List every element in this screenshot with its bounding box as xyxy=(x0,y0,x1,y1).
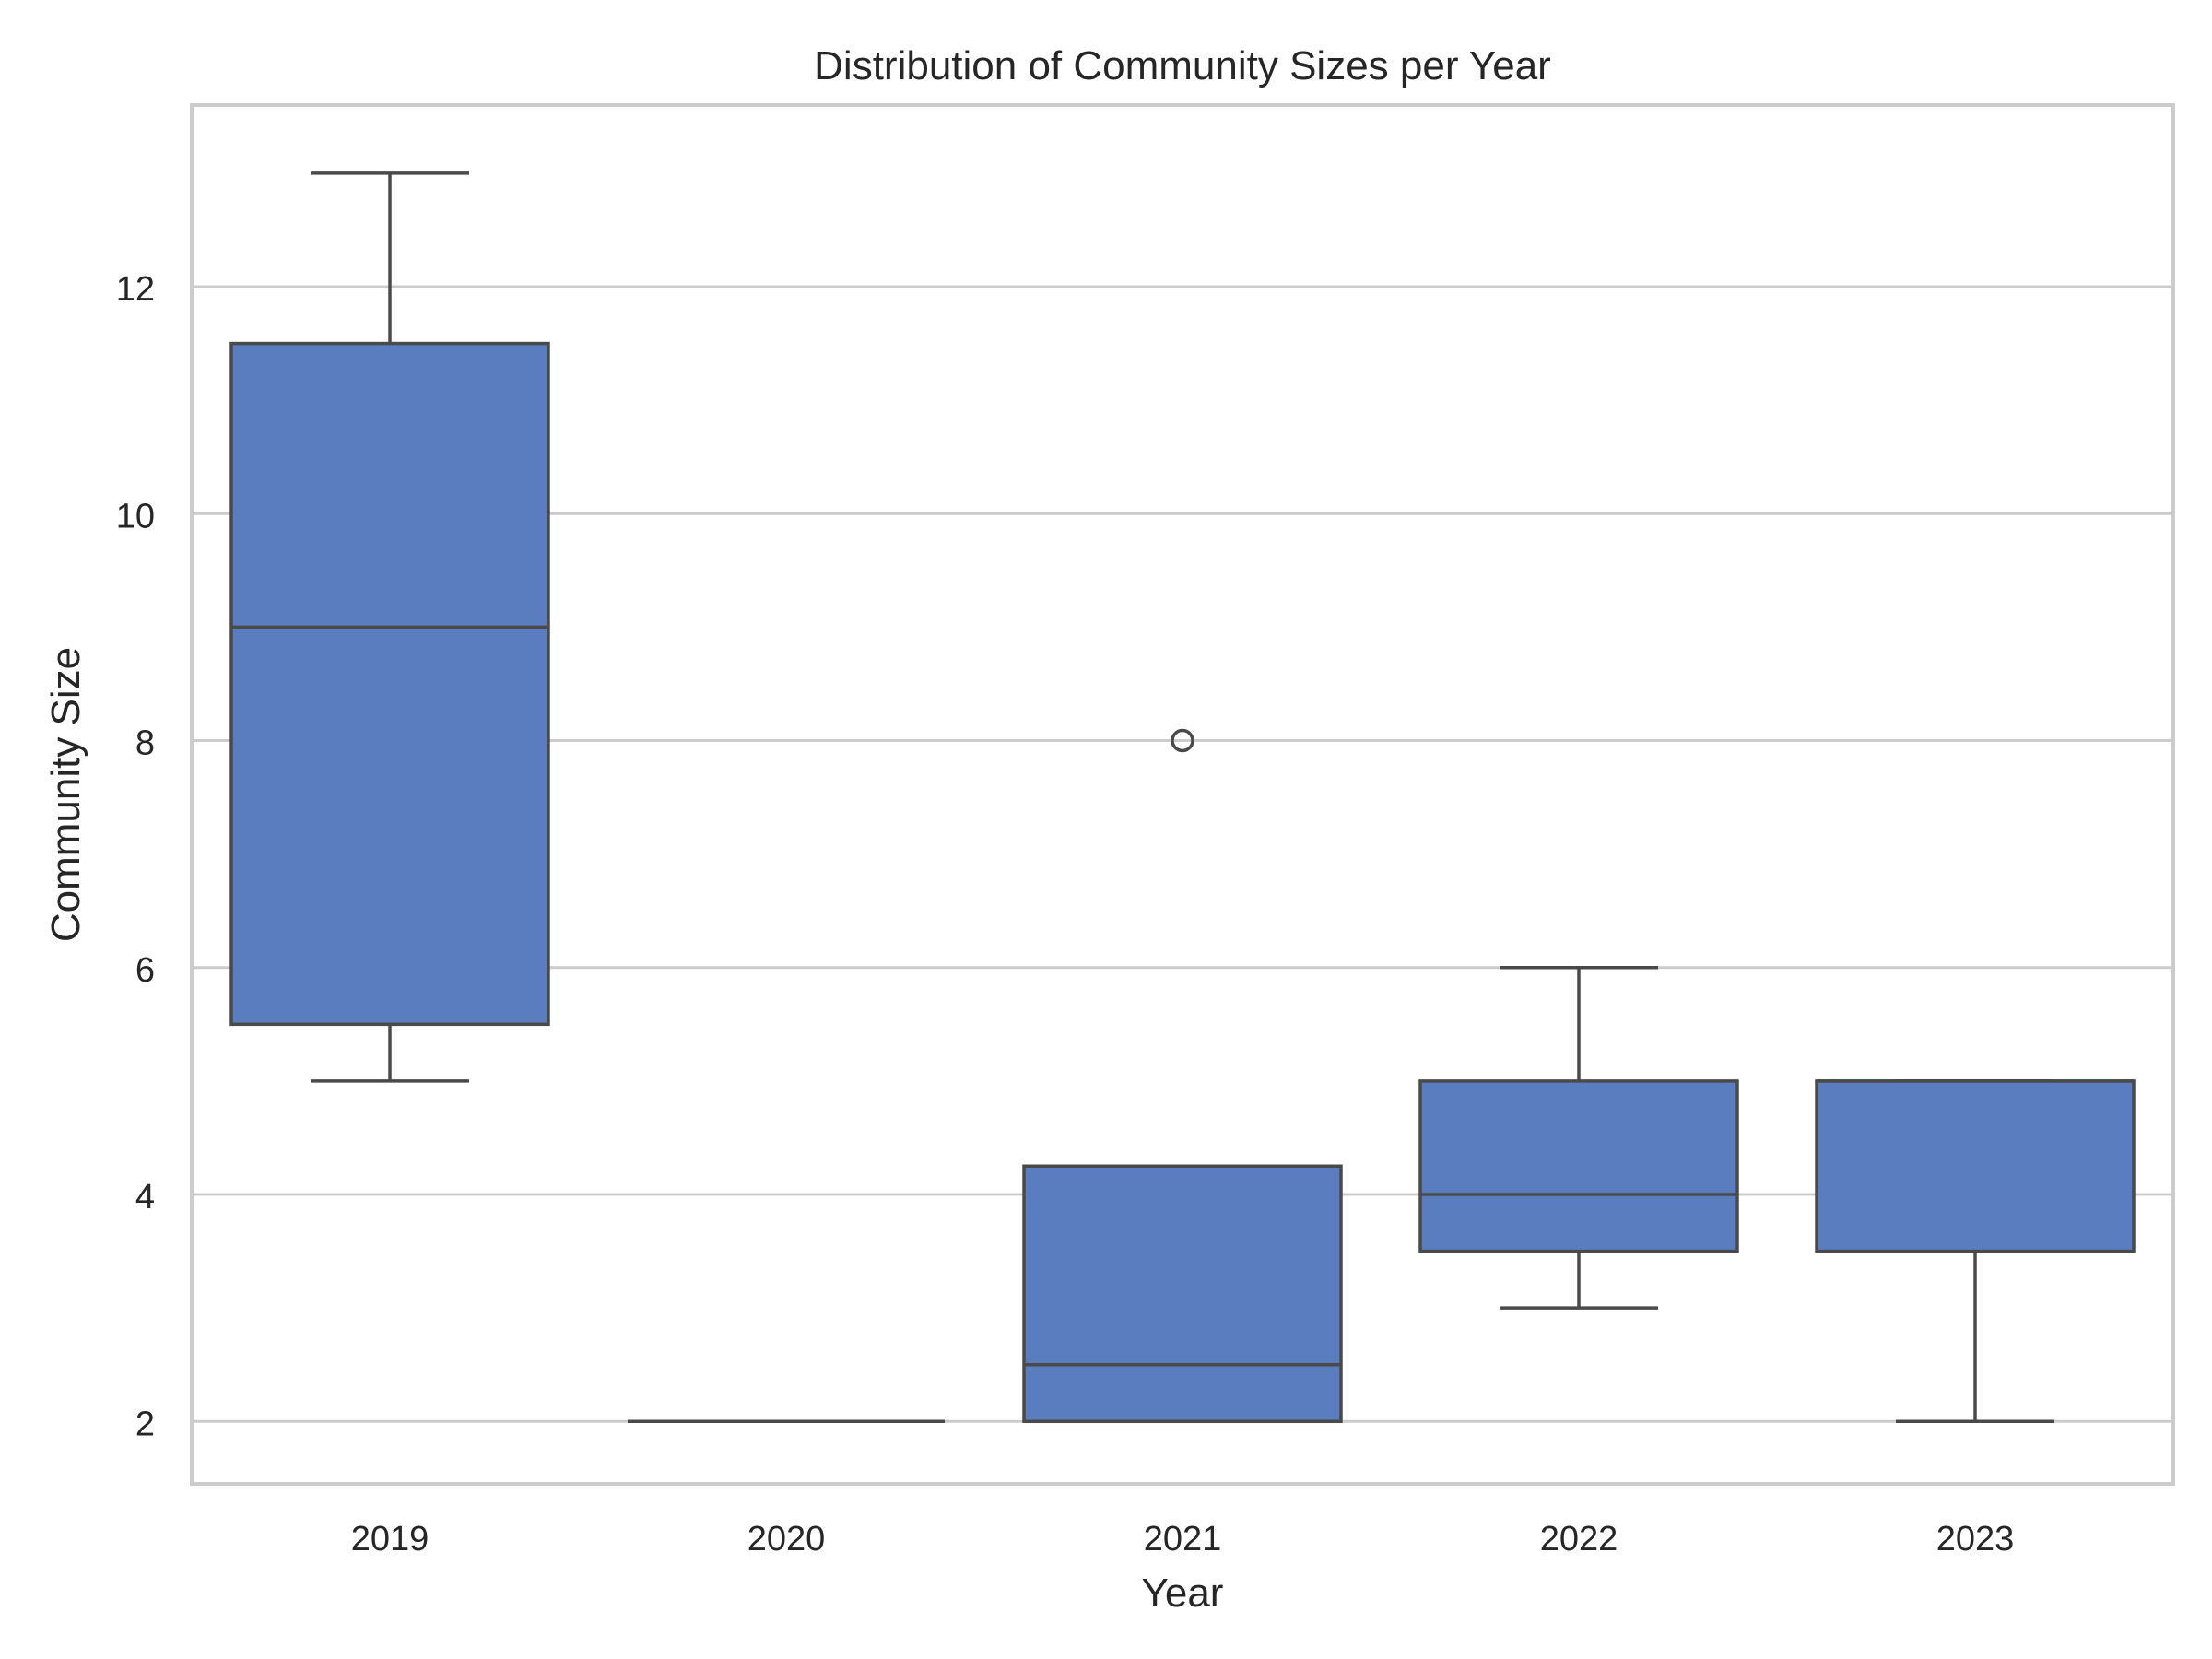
x-tick-label-2023: 2023 xyxy=(1936,1520,2015,1559)
iqr-box xyxy=(1022,1164,1343,1424)
x-axis-label: Year xyxy=(1142,1571,1224,1616)
x-tick-label-2020: 2020 xyxy=(747,1520,826,1559)
y-axis-label: Community Size xyxy=(43,647,88,942)
y-tick-label-8: 8 xyxy=(135,724,155,763)
boxes xyxy=(229,171,2136,1424)
y-tick-label-2: 2 xyxy=(135,1405,155,1443)
box-2023 xyxy=(1815,1079,2136,1424)
box-2022 xyxy=(1418,966,1739,1310)
x-tick-label-2021: 2021 xyxy=(1144,1520,1222,1559)
y-tick-label-4: 4 xyxy=(135,1178,155,1217)
y-tick-labels: 2 4 6 8 10 12 xyxy=(116,270,155,1443)
y-tick-label-10: 10 xyxy=(116,497,155,535)
y-tick-label-12: 12 xyxy=(116,270,155,309)
box-2021 xyxy=(1022,728,1343,1424)
iqr-box xyxy=(1418,1079,1739,1253)
iqr-box xyxy=(229,341,550,1027)
x-tick-labels: 2019 2020 2021 2022 2023 xyxy=(351,1520,2015,1559)
box-2019 xyxy=(229,171,550,1083)
x-tick-label-2019: 2019 xyxy=(351,1520,429,1559)
chart-title: Distribution of Community Sizes per Year xyxy=(814,43,1551,88)
plot-frame xyxy=(190,103,2175,1486)
outlier-point xyxy=(1171,728,1194,753)
x-tick-label-2022: 2022 xyxy=(1540,1520,1618,1559)
iqr-box xyxy=(1815,1079,2136,1253)
y-tick-label-6: 6 xyxy=(135,951,155,990)
